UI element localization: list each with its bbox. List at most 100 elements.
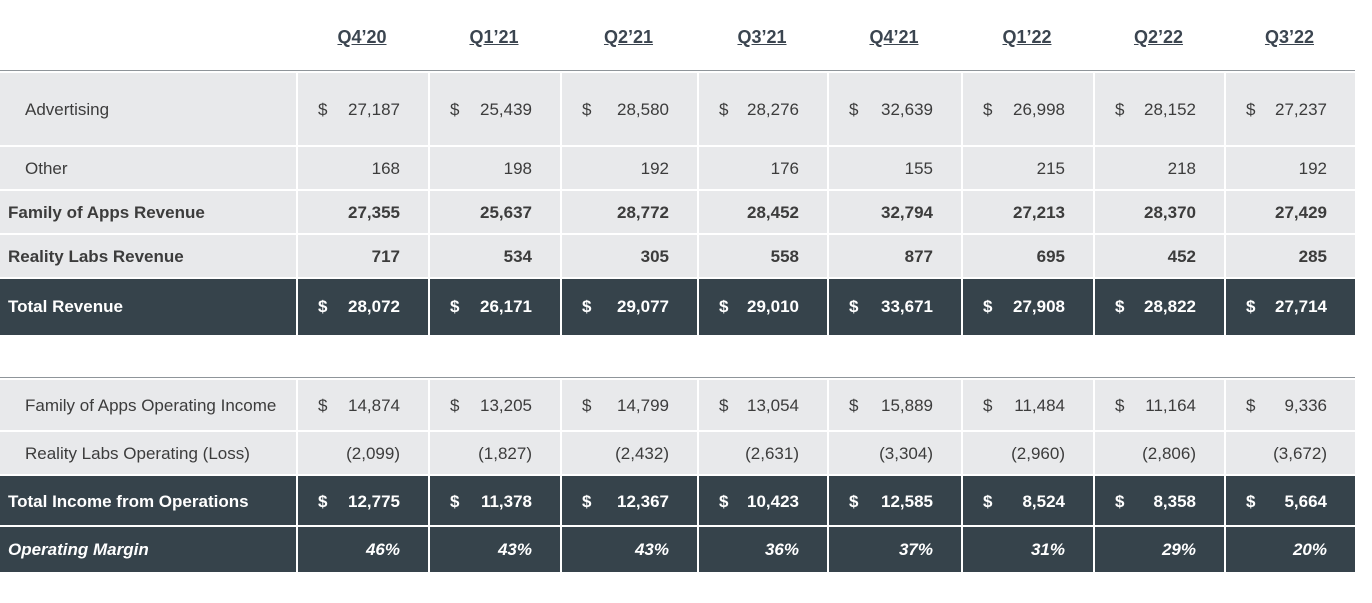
- value-cell: $12,775: [296, 476, 428, 527]
- cell-value: (2,806): [1142, 444, 1196, 463]
- dollar-sign: $: [719, 297, 729, 316]
- row-label: Total Revenue: [8, 297, 123, 316]
- value-cell: 32,794: [827, 191, 961, 235]
- cell-value: 27,213: [1013, 203, 1065, 222]
- value-cell: 31%: [961, 527, 1093, 572]
- value-cell: 215: [961, 147, 1093, 191]
- value-cell: (2,631): [697, 432, 827, 476]
- dollar-sign: $: [1246, 396, 1256, 415]
- cell-value: 14,799: [617, 396, 669, 415]
- dollar-sign: $: [582, 100, 592, 119]
- cell-value: 26,998: [1013, 100, 1065, 119]
- value-cell: 28,370: [1093, 191, 1224, 235]
- value-cell: $32,639: [827, 73, 961, 147]
- row-total-income-from-operations: Total Income from Operations $12,775 $11,3…: [0, 474, 1355, 527]
- value-cell: $14,799: [560, 380, 697, 432]
- value-cell: 285: [1224, 235, 1355, 279]
- cell-value: 452: [1167, 247, 1196, 266]
- value-cell: $15,889: [827, 380, 961, 432]
- row-label: Family of Apps Revenue: [8, 203, 205, 222]
- dollar-sign: $: [318, 396, 328, 415]
- value-cell: 27,429: [1224, 191, 1355, 235]
- cell-value: 43%: [634, 539, 669, 559]
- row-advertising: Advertising $27,187 $25,439 $28,580 $28,276 $…: [0, 71, 1355, 147]
- value-cell: $28,276: [697, 73, 827, 147]
- value-cell: $27,714: [1224, 279, 1355, 335]
- dollar-sign: $: [1115, 491, 1125, 511]
- cell-value: 168: [371, 159, 400, 178]
- value-cell: 305: [560, 235, 697, 279]
- cell-value: 27,429: [1275, 203, 1327, 222]
- cell-value: 155: [904, 159, 933, 178]
- cell-value: 877: [904, 247, 933, 266]
- cell-value: 192: [1298, 159, 1327, 178]
- cell-value: 28,276: [747, 100, 799, 119]
- cell-value: 305: [640, 247, 669, 266]
- value-cell: $12,367: [560, 476, 697, 527]
- value-cell: $29,077: [560, 279, 697, 335]
- cell-value: 27,714: [1275, 297, 1327, 316]
- quarter-header: Q1’22: [1002, 27, 1052, 47]
- value-cell: $26,171: [428, 279, 560, 335]
- dollar-sign: $: [719, 491, 729, 511]
- value-cell: $8,358: [1093, 476, 1224, 527]
- value-cell: (2,099): [296, 432, 428, 476]
- value-cell: 168: [296, 147, 428, 191]
- cell-value: 198: [503, 159, 532, 178]
- dollar-sign: $: [849, 396, 859, 415]
- row-family-of-apps-revenue: Family of Apps Revenue 27,355 25,637 28,772…: [0, 189, 1355, 235]
- value-cell: 28,452: [697, 191, 827, 235]
- value-cell: $8,524: [961, 476, 1093, 527]
- value-cell: $33,671: [827, 279, 961, 335]
- cell-value: 176: [770, 159, 799, 178]
- dollar-sign: $: [983, 491, 993, 511]
- value-cell: $5,664: [1224, 476, 1355, 527]
- value-cell: $25,439: [428, 73, 560, 147]
- cell-value: 14,874: [348, 396, 400, 415]
- cell-value: 28,452: [747, 203, 799, 222]
- row-label: Reality Labs Operating (Loss): [25, 444, 250, 463]
- cell-value: (2,099): [346, 444, 400, 463]
- cell-value: 43%: [497, 539, 532, 559]
- value-cell: 29%: [1093, 527, 1224, 572]
- cell-value: 218: [1167, 159, 1196, 178]
- dollar-sign: $: [450, 491, 460, 511]
- cell-value: 192: [640, 159, 669, 178]
- cell-value: 27,908: [1013, 297, 1065, 316]
- cell-value: 28,370: [1144, 203, 1196, 222]
- value-cell: 218: [1093, 147, 1224, 191]
- value-cell: 192: [560, 147, 697, 191]
- cell-value: 32,794: [881, 203, 933, 222]
- cell-value: 215: [1036, 159, 1065, 178]
- dollar-sign: $: [450, 100, 460, 119]
- quarter-header: Q1’21: [469, 27, 519, 47]
- cell-value: 5,664: [1284, 491, 1327, 511]
- value-cell: 43%: [428, 527, 560, 572]
- cell-value: 37%: [898, 539, 933, 559]
- value-cell: (2,432): [560, 432, 697, 476]
- dollar-sign: $: [318, 491, 328, 511]
- quarter-header: Q3’21: [737, 27, 787, 47]
- row-reality-labs-revenue: Reality Labs Revenue 717 534 305 558 877 695 45…: [0, 233, 1355, 279]
- value-cell: 27,213: [961, 191, 1093, 235]
- cell-value: 32,639: [881, 100, 933, 119]
- value-cell: (1,827): [428, 432, 560, 476]
- dollar-sign: $: [1246, 100, 1256, 119]
- dollar-sign: $: [1115, 100, 1125, 119]
- value-cell: $12,585: [827, 476, 961, 527]
- cell-value: 695: [1036, 247, 1065, 266]
- cell-value: 8,358: [1153, 491, 1196, 511]
- cell-value: 11,164: [1145, 396, 1196, 415]
- value-cell: 717: [296, 235, 428, 279]
- dollar-sign: $: [318, 297, 328, 316]
- value-cell: 155: [827, 147, 961, 191]
- quarter-header: Q2’21: [603, 27, 654, 47]
- value-cell: $9,336: [1224, 380, 1355, 432]
- row-label: Advertising: [25, 100, 110, 119]
- cell-value: 27,187: [348, 100, 400, 119]
- quarter-header: Q4’21: [869, 27, 919, 47]
- value-cell: $28,072: [296, 279, 428, 335]
- dollar-sign: $: [582, 491, 592, 511]
- dollar-sign: $: [849, 491, 859, 511]
